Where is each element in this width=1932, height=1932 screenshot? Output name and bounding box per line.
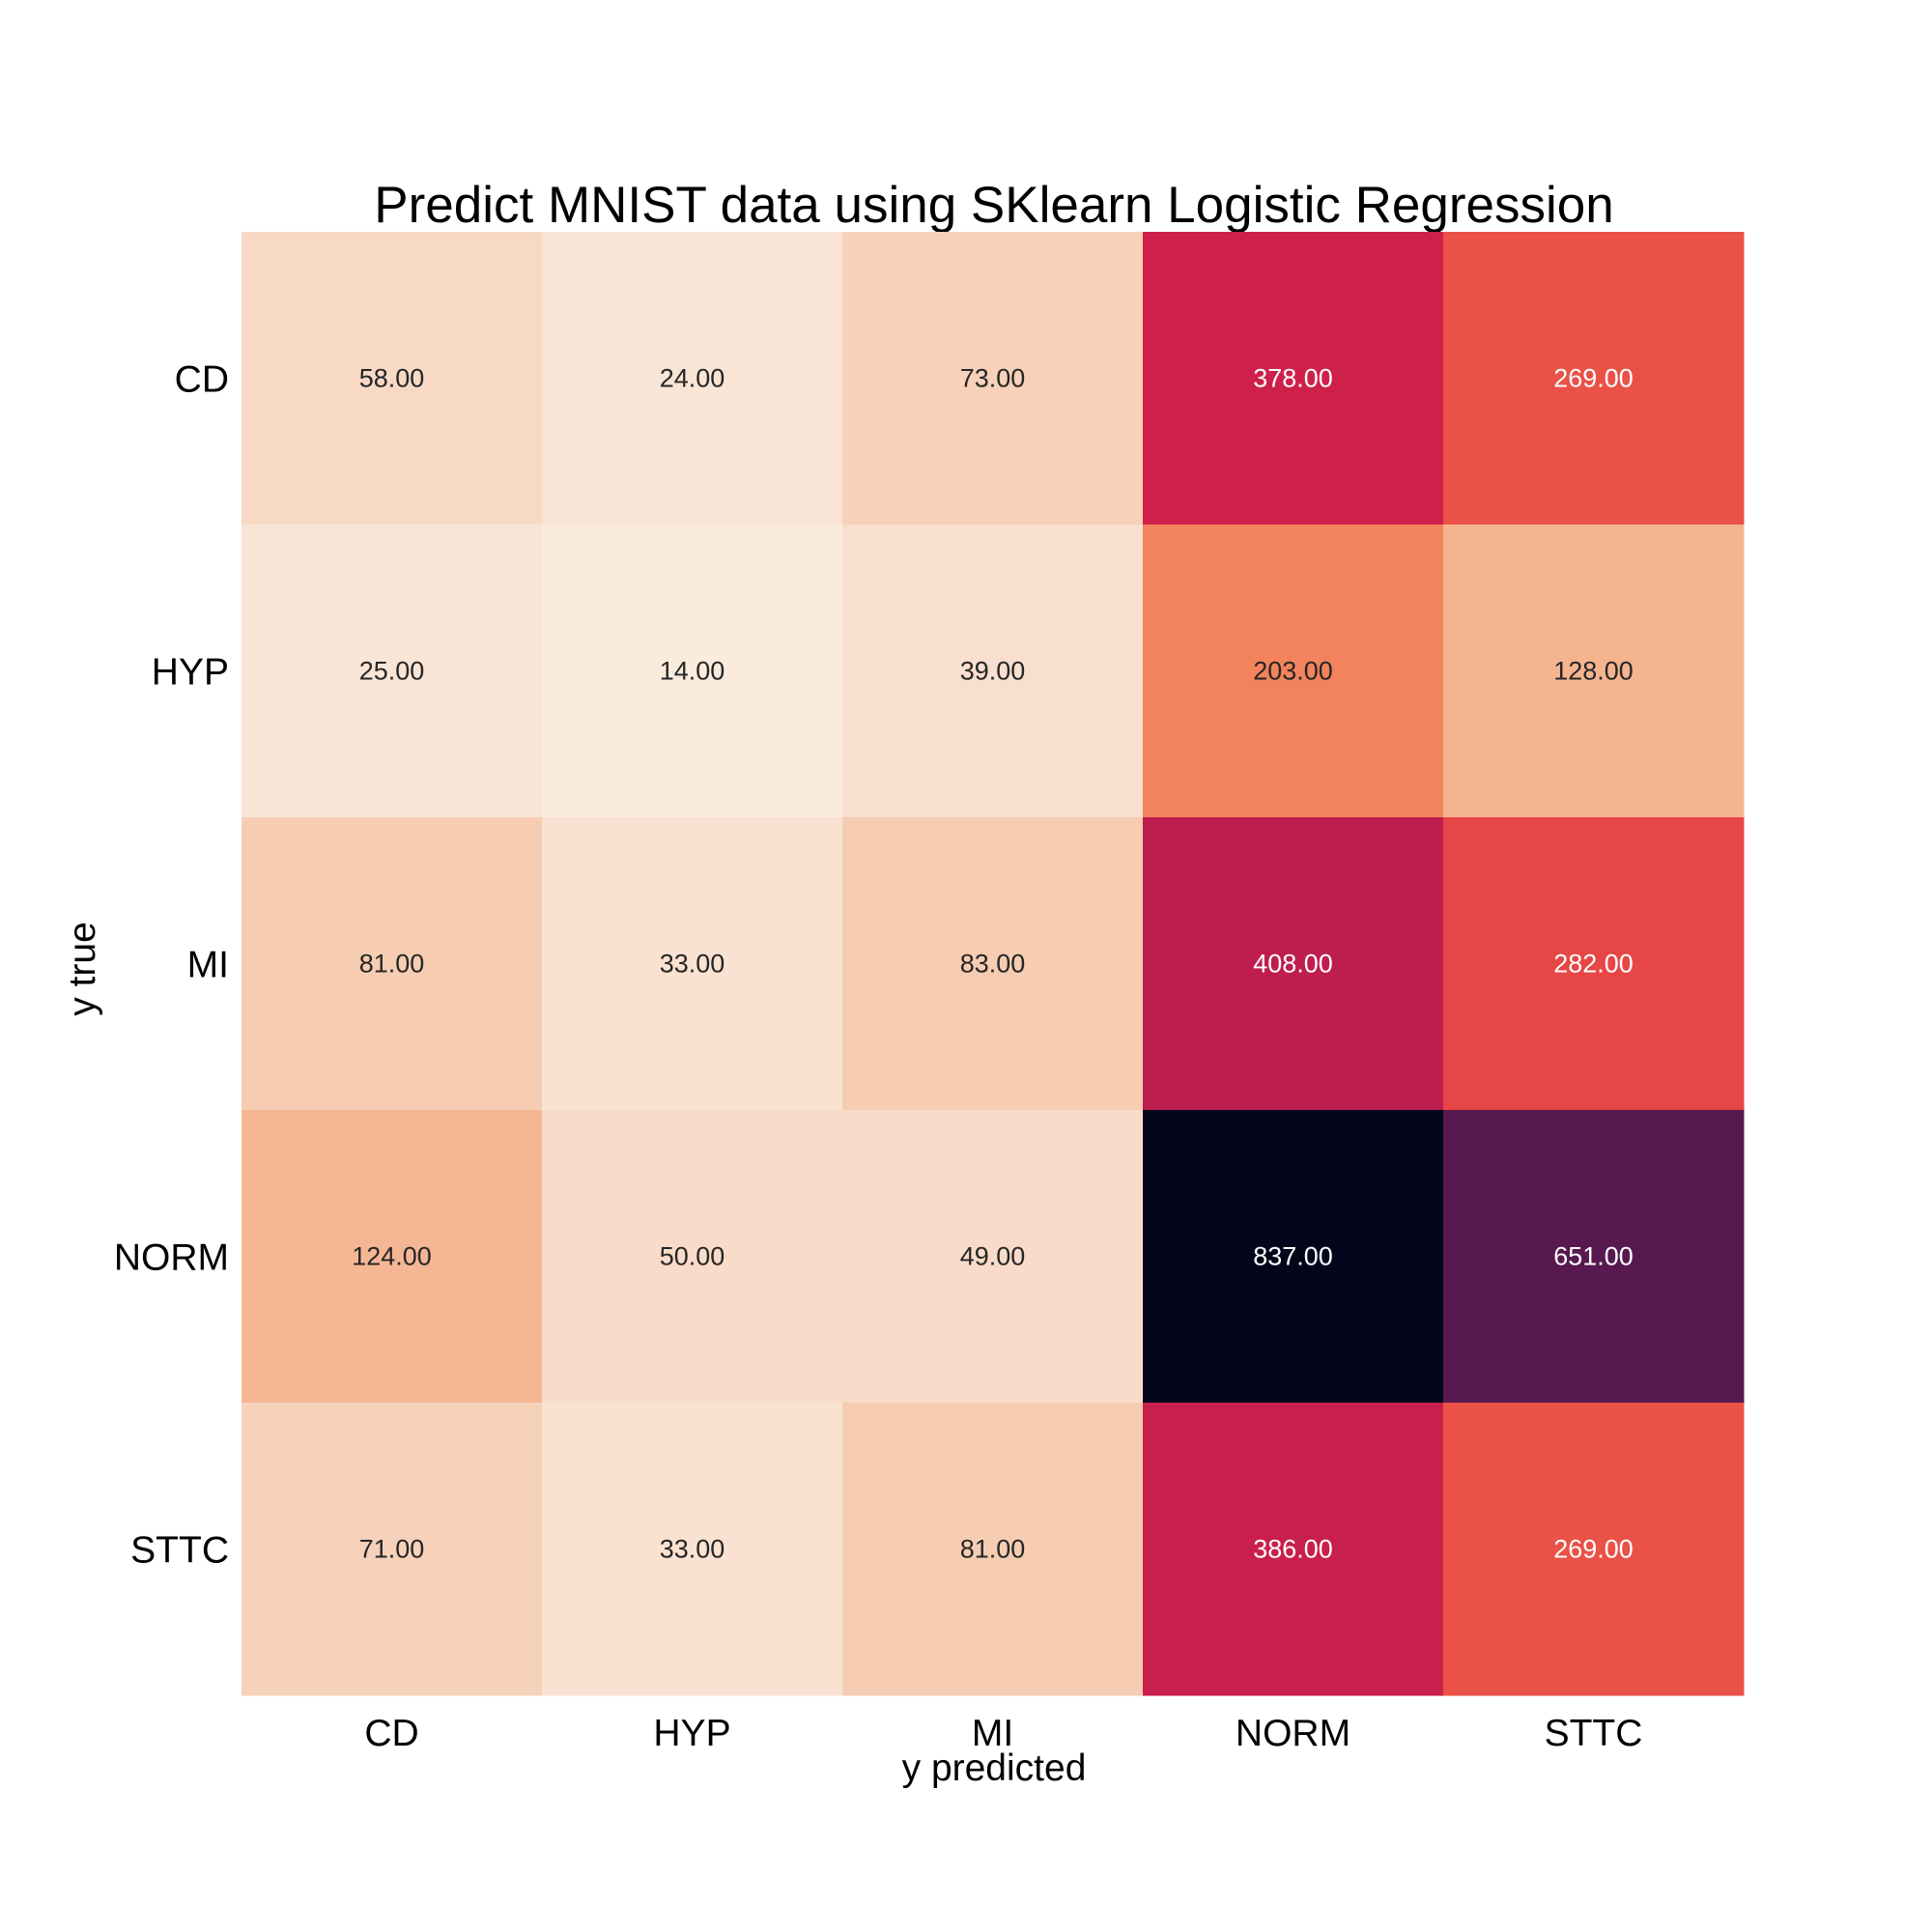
heatmap-cell-value-label: 81.00 <box>960 1535 1026 1564</box>
heatmap-cell-value-label: 386.00 <box>1253 1535 1333 1564</box>
heatmap-cell-norm-norm <box>1143 1110 1444 1404</box>
heatmap-cell-mi-cd <box>242 817 543 1111</box>
heatmap-cell-sttc-mi <box>842 1403 1144 1696</box>
heatmap-cell-value-label: 58.00 <box>359 364 425 393</box>
heatmap-cell-norm-sttc <box>1443 1110 1745 1404</box>
heatmap-cell-cd-cd <box>242 232 543 526</box>
heatmap-cell-sttc-cd <box>242 1403 543 1696</box>
heatmap-cell-cd-hyp <box>542 232 843 526</box>
heatmap-cell-mi-mi <box>842 817 1144 1111</box>
heatmap-cell-value-label: 203.00 <box>1253 657 1333 686</box>
heatmap-cell-cd-sttc <box>1443 232 1745 526</box>
heatmap-cell-value-label: 81.00 <box>359 950 425 979</box>
x-tick-label-hyp: HYP <box>653 1713 730 1754</box>
heatmap-cell-value-label: 837.00 <box>1253 1242 1333 1271</box>
y-tick-label-hyp: HYP <box>152 652 229 694</box>
heatmap-cell-value-label: 49.00 <box>960 1242 1026 1271</box>
x-tick-label-sttc: STTC <box>1545 1713 1643 1754</box>
heatmap-cell-value-label: 269.00 <box>1553 364 1634 393</box>
heatmap-cell-norm-cd <box>242 1110 543 1404</box>
heatmap-cell-mi-sttc <box>1443 817 1745 1111</box>
heatmap-cells: 58.00 24.00 73.00 378.00 269.00 25.00 14.00 39.… <box>242 232 1745 1696</box>
heatmap-cell-value-label: 39.00 <box>960 657 1026 686</box>
y-axis-label: y true <box>62 922 103 1016</box>
heatmap-cell-value-label: 408.00 <box>1253 950 1333 979</box>
heatmap-cell-value-label: 33.00 <box>660 950 725 979</box>
heatmap-cell-hyp-hyp <box>542 525 843 818</box>
heatmap-cell-hyp-sttc <box>1443 525 1745 818</box>
heatmap-cell-norm-hyp <box>542 1110 843 1404</box>
x-tick-label-mi: MI <box>972 1713 1013 1754</box>
heatmap-cell-mi-norm <box>1143 817 1444 1111</box>
y-tick-label-norm: NORM <box>114 1237 229 1279</box>
heatmap-cell-hyp-norm <box>1143 525 1444 818</box>
heatmap-cell-sttc-hyp <box>542 1403 843 1696</box>
heatmap-cell-value-label: 128.00 <box>1553 657 1634 686</box>
heatmap-cell-value-label: 282.00 <box>1553 950 1634 979</box>
chart-title: Predict MNIST data using SKlearn Logisti… <box>374 177 1613 234</box>
heatmap-cell-value-label: 24.00 <box>660 364 725 393</box>
heatmap-cell-mi-hyp <box>542 817 843 1111</box>
heatmap-cell-cd-norm <box>1143 232 1444 526</box>
heatmap-cell-sttc-sttc <box>1443 1403 1745 1696</box>
y-tick-label-sttc: STTC <box>130 1530 229 1572</box>
heatmap-cell-value-label: 71.00 <box>359 1535 425 1564</box>
heatmap-cell-value-label: 73.00 <box>960 364 1026 393</box>
heatmap-cell-value-label: 124.00 <box>352 1242 432 1271</box>
heatmap-cell-value-label: 269.00 <box>1553 1535 1634 1564</box>
heatmap-cell-hyp-mi <box>842 525 1144 818</box>
heatmap-cell-value-label: 33.00 <box>660 1535 725 1564</box>
heatmap-cell-hyp-cd <box>242 525 543 818</box>
y-tick-label-cd: CD <box>175 359 229 401</box>
heatmap-cell-value-label: 378.00 <box>1253 364 1333 393</box>
heatmap-cell-norm-mi <box>842 1110 1144 1404</box>
x-axis-tick-labels: CD HYP MI NORM STTC <box>364 1713 1642 1754</box>
heatmap-cell-value-label: 50.00 <box>660 1242 725 1271</box>
heatmap-cell-value-label: 651.00 <box>1553 1242 1634 1271</box>
heatmap-cell-value-label: 83.00 <box>960 950 1026 979</box>
x-tick-label-norm: NORM <box>1236 1713 1350 1754</box>
heatmap-cell-sttc-norm <box>1143 1403 1444 1696</box>
heatmap-cell-value-label: 14.00 <box>660 657 725 686</box>
y-tick-label-mi: MI <box>187 945 229 986</box>
y-axis-tick-labels: CD HYP MI NORM STTC <box>114 359 229 1572</box>
x-tick-label-cd: CD <box>364 1713 418 1754</box>
heatmap-cell-cd-mi <box>842 232 1144 526</box>
heatmap-cell-value-label: 25.00 <box>359 657 425 686</box>
x-axis-label: y predicted <box>902 1747 1087 1789</box>
